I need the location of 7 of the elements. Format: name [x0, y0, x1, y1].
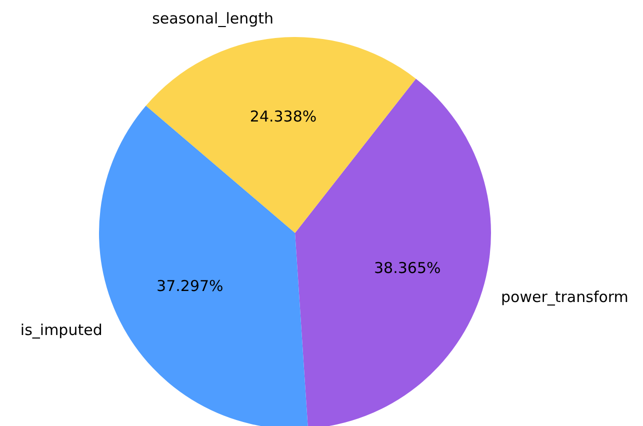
data-label: 24.338%	[250, 107, 317, 126]
data-label: 38.365%	[374, 258, 441, 277]
slice-label: power_transform	[501, 288, 628, 306]
data-label: 37.297%	[156, 277, 224, 296]
pie-slice	[146, 37, 416, 233]
slice-label: is_imputed	[20, 321, 102, 340]
slice-label: seasonal_length	[152, 10, 274, 28]
